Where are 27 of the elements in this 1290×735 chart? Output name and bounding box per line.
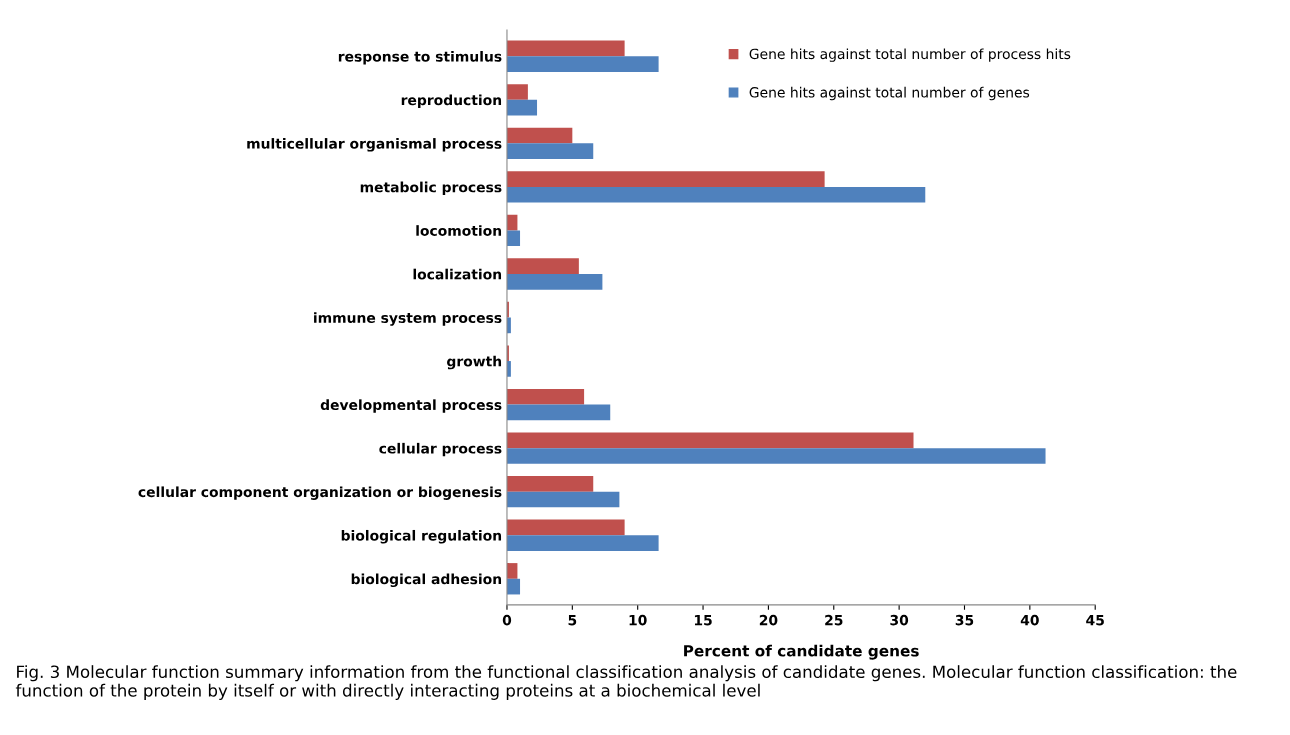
x-tick-label: 45 [1086,615,1104,626]
y-tick-label: growth [447,355,502,370]
y-tick-label: cellular component organization or biogenesis [138,486,502,500]
y-tick-label: locomotion [416,225,502,236]
y-tick-label: biological adhesion [351,573,502,588]
y-tick-label: immune system process [314,312,502,326]
caption: Fig. 3 Molecular function summary information from the functional classification analysis of candidate genes. Molecular function classification: the function of the protein by itself or with directly interacting proteins at a biochemical level [15,665,1237,700]
legend-label: Gene hits against total number of process hits [749,48,1071,62]
x-tick-label: 40 [1020,614,1039,626]
x-axis-title: Percent of candidate genes [684,644,919,660]
y-tick-label: developmental process [320,399,502,413]
x-tick-label: 10 [629,614,647,626]
x-tick-label: 0 [502,614,512,626]
x-tick-label: 20 [759,614,778,626]
x-tick-label: 35 [955,614,974,626]
x-tick-label: 5 [568,615,577,626]
y-tick-label: multicellular organismal process [247,138,502,152]
y-tick-label: response to stimulus [338,50,502,65]
y-tick-label: reproduction [401,94,502,108]
y-tick-label: metabolic process [360,181,502,196]
x-tick-label: 25 [825,614,843,626]
y-tick-label: biological regulation [341,529,502,544]
legend-label: Gene hits against total number of genes [749,86,1030,101]
x-tick-label: 15 [694,615,712,626]
y-tick-label: cellular process [379,442,502,457]
x-tick-label: 30 [890,614,909,626]
y-tick-label: localization [413,268,502,280]
